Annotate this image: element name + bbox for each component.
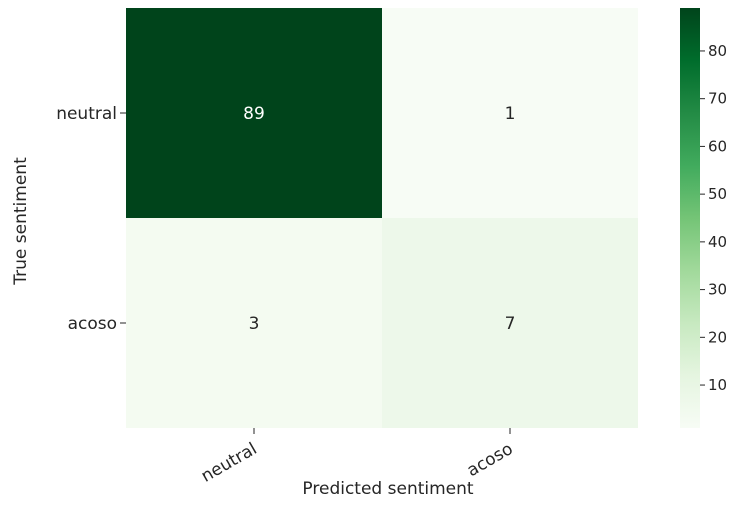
y-axis-label: True sentiment xyxy=(11,157,31,286)
cell-value-label: 7 xyxy=(505,314,516,334)
colorbar-tick-label: 70 xyxy=(708,90,727,108)
heatmap-cells xyxy=(126,8,638,428)
colorbar-tick-label: 30 xyxy=(708,281,727,299)
y-axis: neutral acoso xyxy=(56,104,126,334)
heatmap-cell xyxy=(382,8,638,218)
heatmap-cell xyxy=(126,8,382,218)
colorbar-tick-label: 40 xyxy=(708,233,727,251)
heatmap-cell xyxy=(382,218,638,428)
colorbar-tick-label: 10 xyxy=(708,376,727,394)
colorbar-tick-label: 60 xyxy=(708,137,727,155)
y-tick-label: neutral xyxy=(56,104,117,124)
y-tick-label: acoso xyxy=(68,314,117,334)
colorbar-gradient xyxy=(680,8,700,428)
cell-value-label: 89 xyxy=(243,104,265,124)
colorbar-tick-label: 50 xyxy=(708,185,727,203)
x-axis: neutral acoso xyxy=(198,428,517,487)
colorbar-tick-label: 20 xyxy=(708,328,727,346)
cell-value-label: 1 xyxy=(505,104,516,124)
colorbar-tick-label: 80 xyxy=(708,42,727,60)
x-tick-label: neutral xyxy=(198,439,261,487)
colorbar: 10 20 30 40 50 60 70 80 xyxy=(680,8,727,428)
x-tick-label: acoso xyxy=(464,439,517,481)
heatmap-cell xyxy=(126,218,382,428)
cell-value-label: 3 xyxy=(249,314,260,334)
x-axis-label: Predicted sentiment xyxy=(302,479,473,499)
heatmap-cell-labels: 89 1 3 7 xyxy=(243,104,515,334)
